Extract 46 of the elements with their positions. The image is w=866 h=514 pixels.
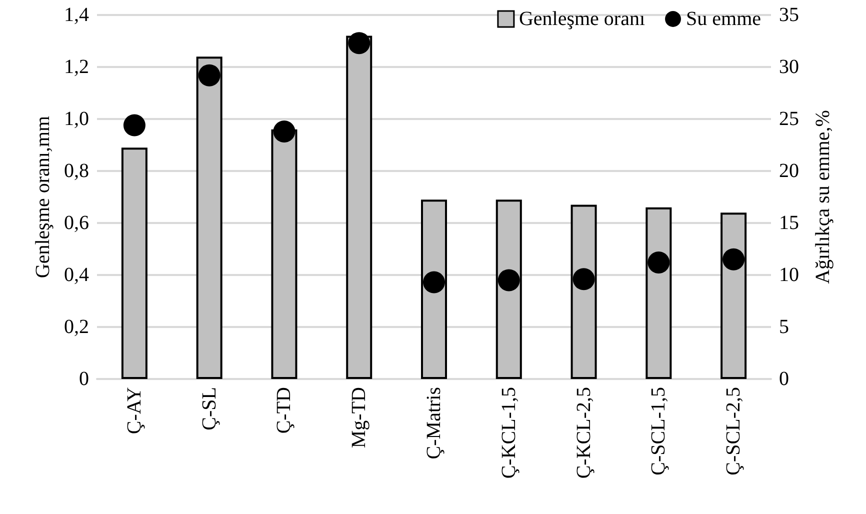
point xyxy=(273,120,296,142)
bar xyxy=(646,207,672,379)
x-tick-label: Ç-KCL-2,5 xyxy=(572,387,595,479)
point xyxy=(198,64,220,86)
x-tick-label: Ç-SCL-2,5 xyxy=(722,387,745,476)
bar xyxy=(421,200,447,379)
y-axis-title: Genleşme oranı,mm xyxy=(32,115,54,278)
point xyxy=(348,32,370,54)
y2-tick-label: 15 xyxy=(779,212,799,234)
y-tick-label: 1,4 xyxy=(64,4,89,26)
y-tick-label: 0,2 xyxy=(64,316,89,338)
bar xyxy=(496,200,522,379)
y-tick-label: 0 xyxy=(79,368,89,390)
legend-label: Su emme xyxy=(686,8,762,30)
bar xyxy=(196,56,222,379)
legend-label: Genleşme oranı xyxy=(518,8,646,30)
y2-tick-label: 5 xyxy=(779,316,789,338)
point xyxy=(722,248,745,270)
x-tick-label: Ç-AY xyxy=(123,387,146,434)
y2-tick-label: 0 xyxy=(779,368,789,390)
x-tick-label: Ç-SCL-1,5 xyxy=(648,387,670,476)
bar xyxy=(346,36,372,379)
point xyxy=(648,252,670,274)
point xyxy=(123,114,146,136)
y-tick-label: 0,4 xyxy=(64,264,89,286)
y2-tick-label: 30 xyxy=(779,56,799,78)
y2-tick-label: 25 xyxy=(779,108,799,130)
bar xyxy=(720,212,747,379)
y-tick-label: 0,6 xyxy=(64,212,89,234)
bar xyxy=(121,148,148,379)
y2-tick-label: 10 xyxy=(779,264,799,286)
x-tick-label: Ç-TD xyxy=(273,387,296,434)
y-tick-label: 1,0 xyxy=(64,108,89,130)
y2-axis-title: Ağırlıkça su emme,% xyxy=(812,110,834,284)
point xyxy=(572,268,595,290)
x-tick-label: Mg-TD xyxy=(348,387,370,448)
point xyxy=(498,269,520,292)
y2-tick-label: 20 xyxy=(779,160,799,182)
bar xyxy=(570,204,597,379)
y2-tick-label: 35 xyxy=(779,4,799,26)
point xyxy=(423,271,445,294)
y-tick-label: 0,8 xyxy=(64,160,89,182)
y-tick-label: 1,2 xyxy=(64,56,89,78)
x-tick-label: Ç-KCL-1,5 xyxy=(498,387,520,479)
x-tick-label: Ç-Matris xyxy=(423,386,445,460)
x-tick-label: Ç-SL xyxy=(198,387,220,430)
